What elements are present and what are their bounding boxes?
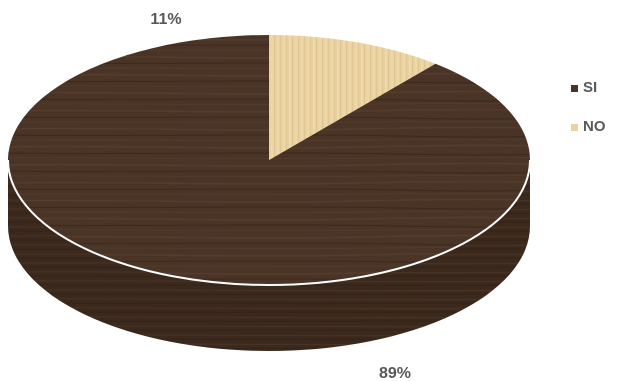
pie-data-labels: 89% 11%: [150, 11, 411, 381]
legend-swatch-no: [571, 123, 578, 131]
legend-label-no: NO: [583, 118, 606, 135]
legend-item-si: SI: [571, 78, 615, 98]
pie-side: [8, 160, 530, 351]
pie-slice-si: [7, 34, 530, 285]
legend-label-si: SI: [583, 79, 598, 96]
chart-legend: SI NO: [571, 78, 615, 156]
data-label-si: 89%: [379, 365, 411, 381]
pie-top: [7, 34, 531, 286]
legend-item-no: NO: [571, 117, 615, 137]
pie-side-wall: [8, 160, 530, 351]
pie-rim: [7, 159, 531, 286]
legend-swatch-si: [571, 84, 578, 92]
data-label-no: 11%: [150, 11, 181, 28]
pie-slice-no: [269, 35, 436, 160]
